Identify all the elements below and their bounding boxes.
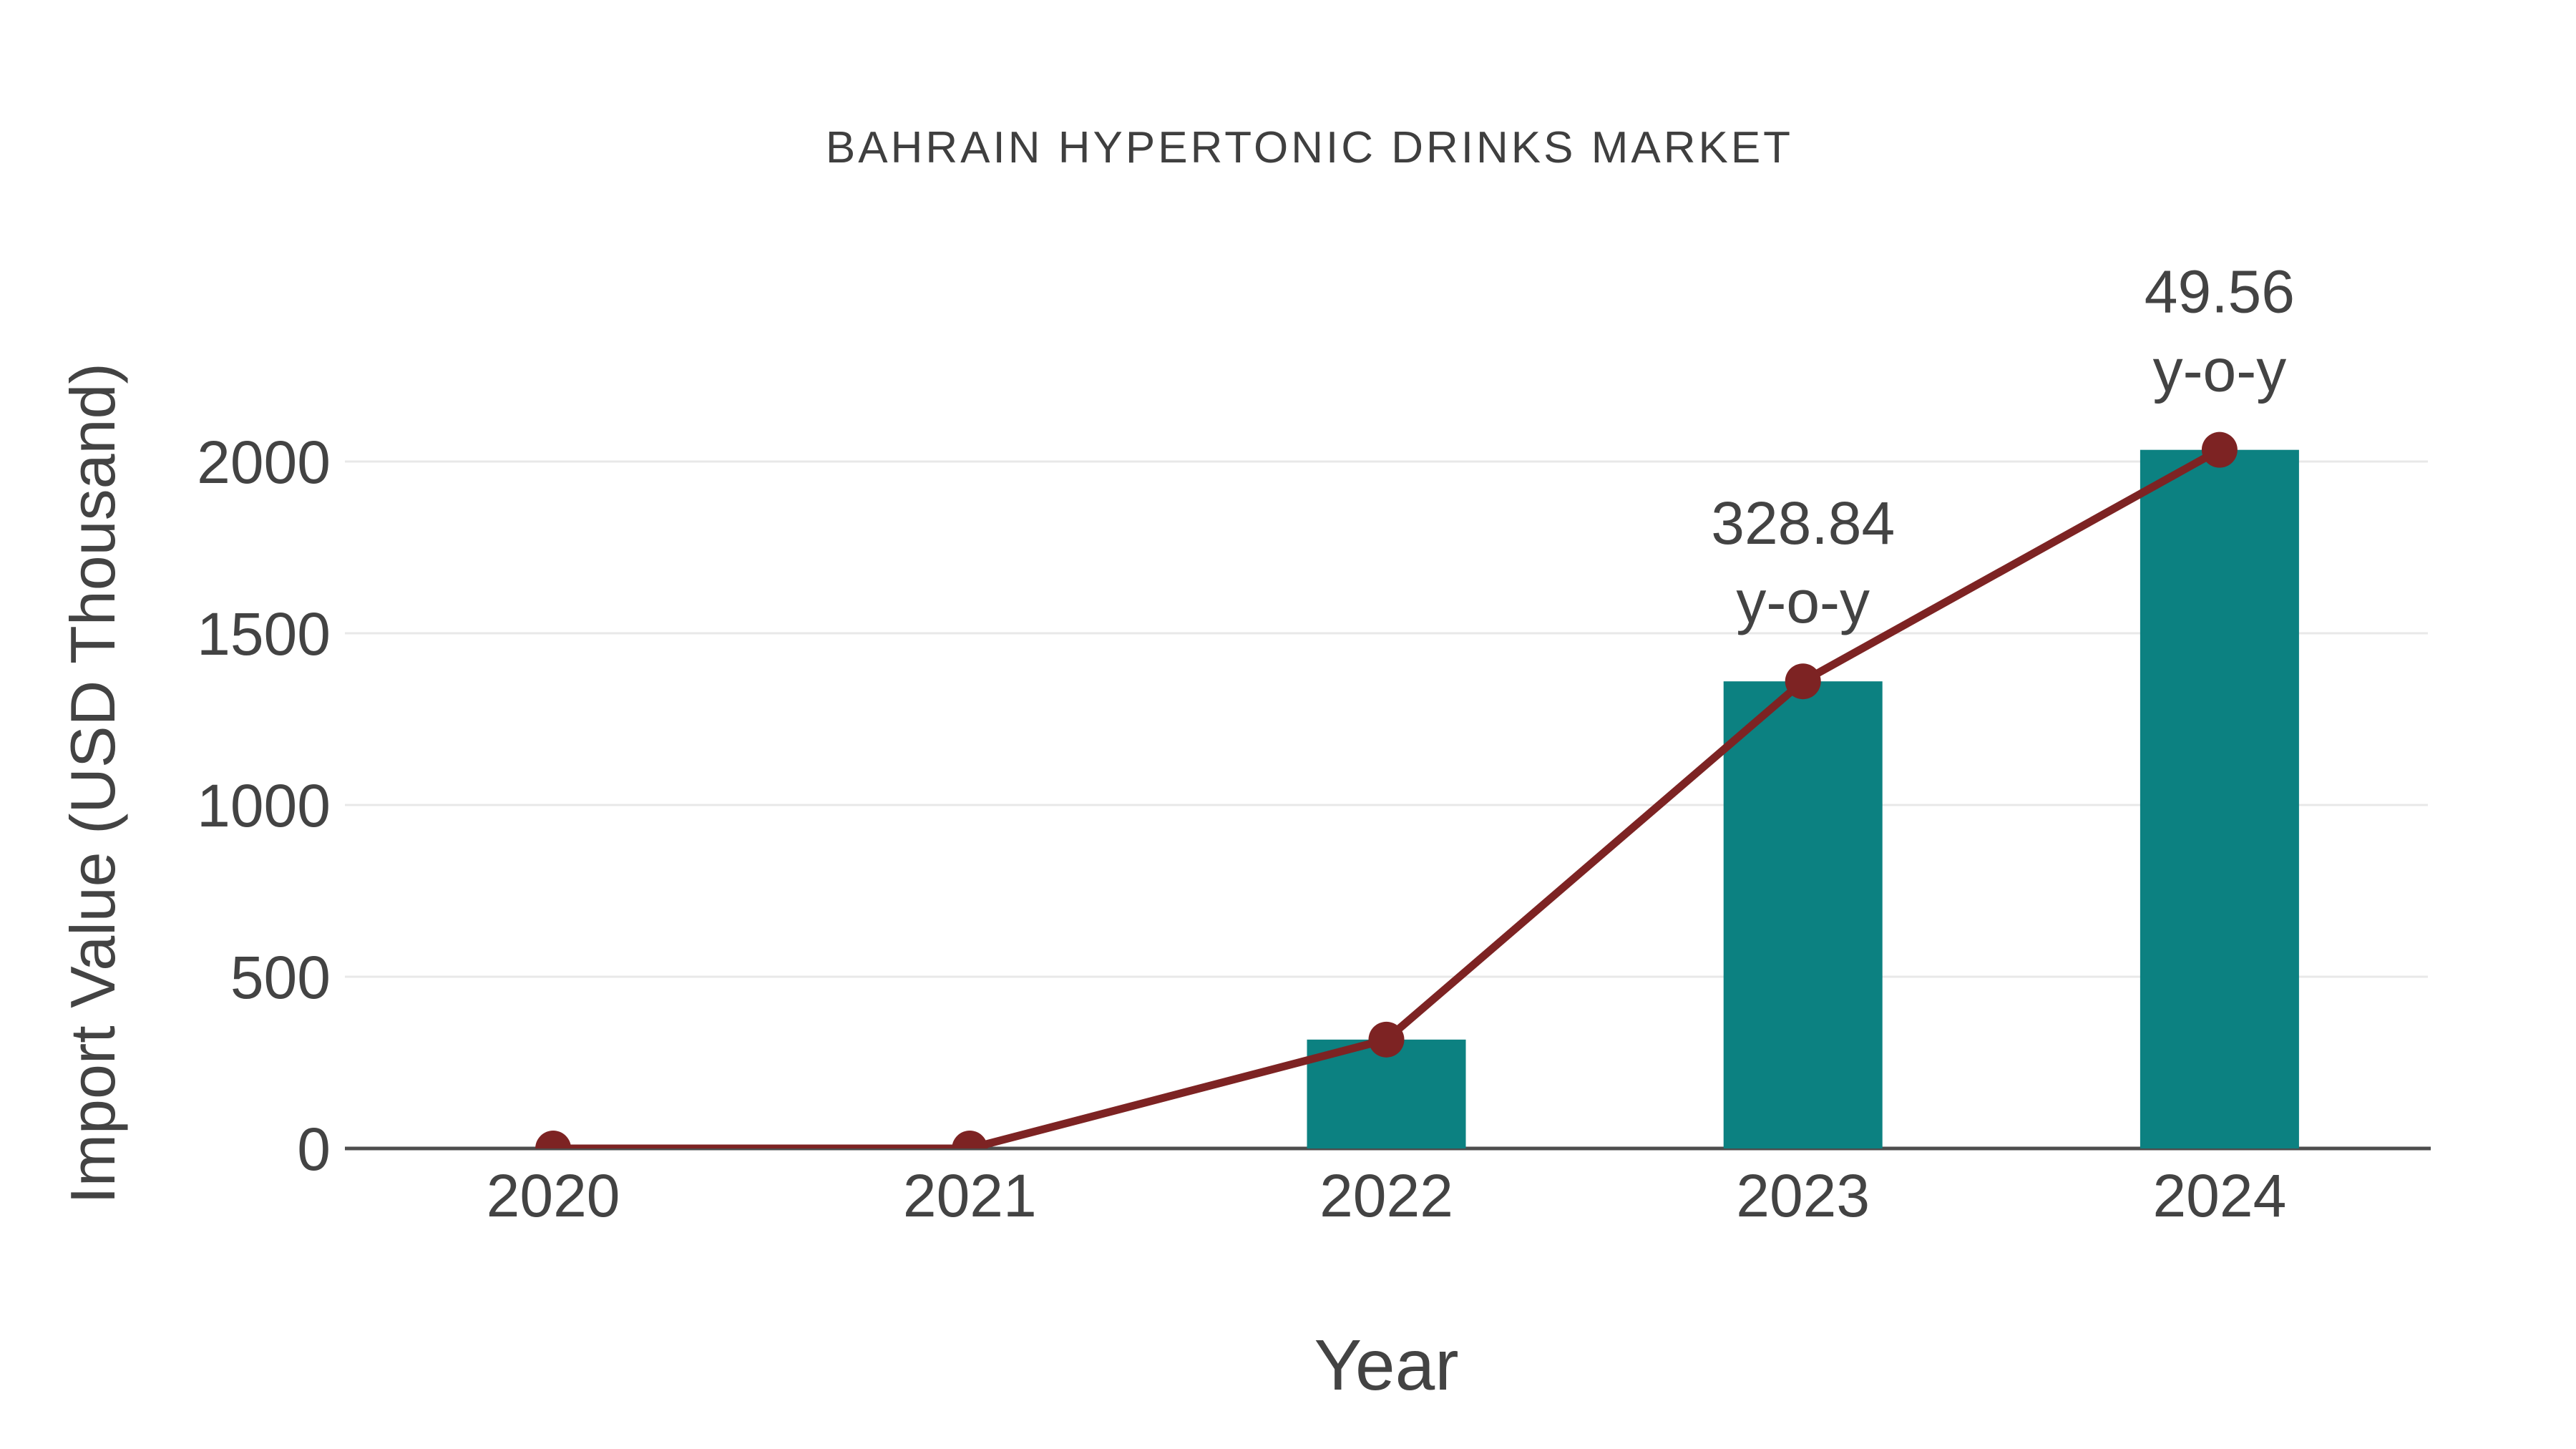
marker-2024 bbox=[2201, 431, 2238, 468]
y-tick-label-1000: 1000 bbox=[197, 772, 331, 839]
y-axis-title: Import Value (USD Thousand) bbox=[57, 363, 128, 1204]
annotation-2023-line-0: 328.84 bbox=[1711, 489, 1895, 557]
x-tick-label-2022: 2022 bbox=[1319, 1162, 1453, 1229]
x-axis-title: Year bbox=[1314, 1325, 1459, 1405]
y-tick-label-0: 0 bbox=[297, 1116, 331, 1183]
annotation-2024-line-1: y-o-y bbox=[2153, 337, 2287, 404]
y-tick-label-500: 500 bbox=[230, 944, 331, 1011]
bar-2023 bbox=[1723, 681, 1883, 1148]
bar-2022 bbox=[1307, 1039, 1466, 1148]
marker-2020 bbox=[535, 1131, 572, 1148]
y-tick-label-2000: 2000 bbox=[197, 429, 331, 496]
y-tick-label-1500: 1500 bbox=[197, 600, 331, 668]
annotation-2023-line-1: y-o-y bbox=[1736, 568, 1870, 635]
bar-2024 bbox=[2140, 449, 2299, 1148]
marker-2022 bbox=[1368, 1021, 1405, 1058]
x-tick-label-2024: 2024 bbox=[2152, 1162, 2286, 1229]
x-tick-label-2021: 2021 bbox=[903, 1162, 1037, 1229]
chart-title: BAHRAIN HYPERTONIC DRINKS MARKET bbox=[825, 123, 1794, 172]
marker-2023 bbox=[1785, 663, 1821, 700]
annotation-2024-line-0: 49.56 bbox=[2145, 258, 2295, 326]
trend-layer bbox=[535, 431, 2238, 1148]
marker-2021 bbox=[952, 1131, 988, 1148]
x-tick-label-2023: 2023 bbox=[1736, 1162, 1870, 1229]
x-tick-label-2020: 2020 bbox=[487, 1162, 620, 1229]
